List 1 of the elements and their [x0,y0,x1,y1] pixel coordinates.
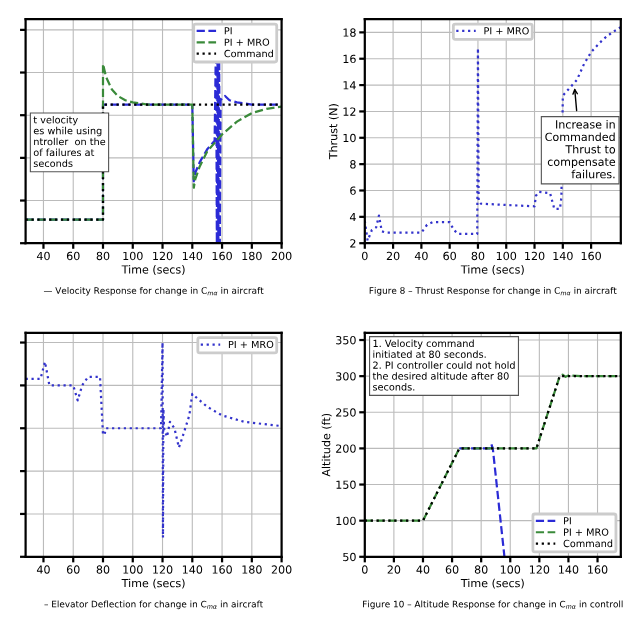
line-series [364,26,621,242]
